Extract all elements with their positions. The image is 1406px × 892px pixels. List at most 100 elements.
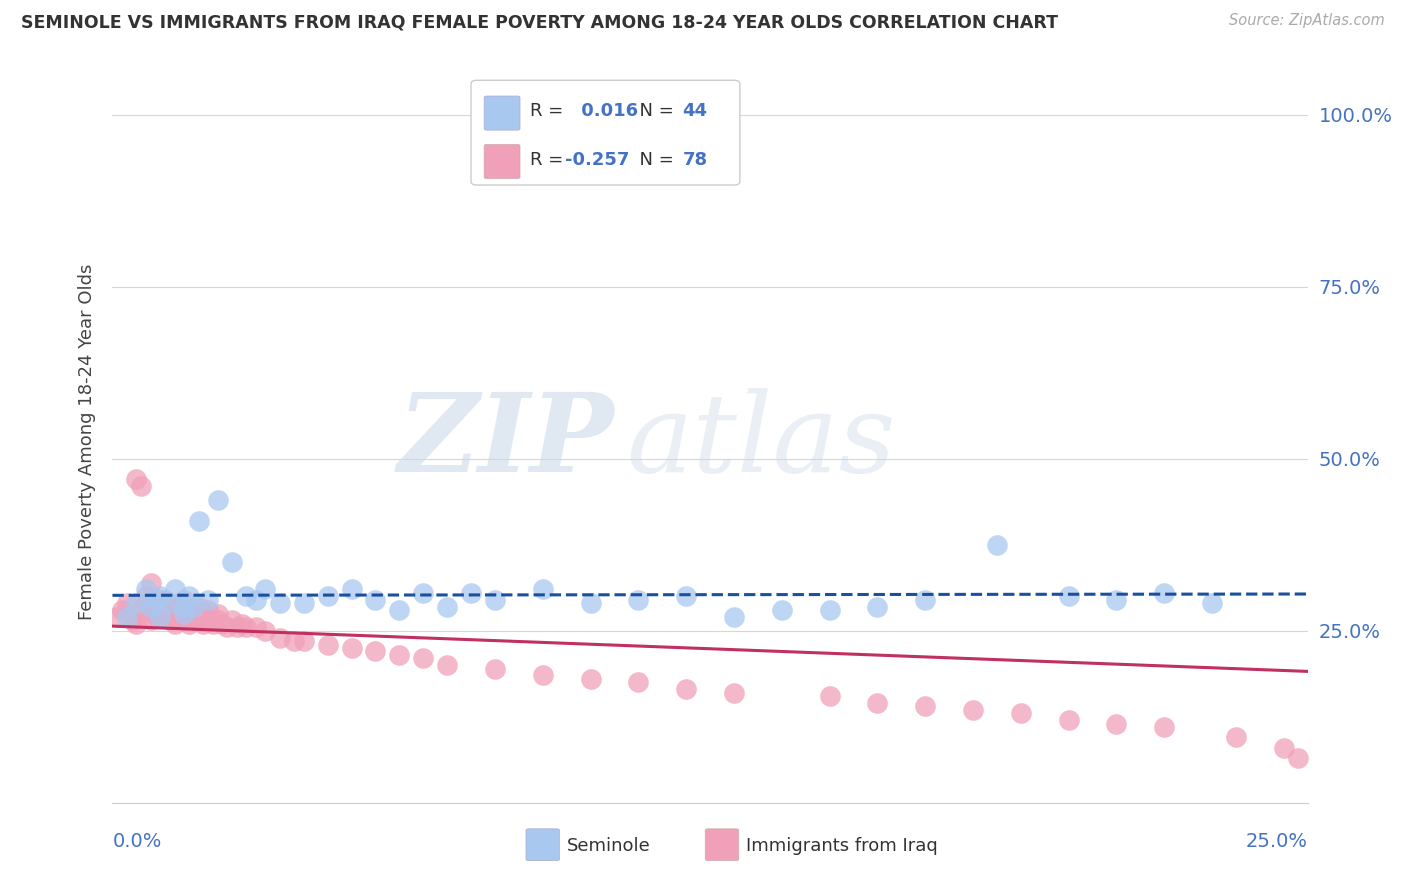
- Point: [1057, 713, 1080, 727]
- Point: [159, 614, 181, 628]
- Point: [159, 599, 181, 614]
- Point: [1010, 706, 1032, 721]
- Point: [177, 590, 200, 604]
- Point: [531, 668, 554, 682]
- Text: Source: ZipAtlas.com: Source: ZipAtlas.com: [1229, 13, 1385, 29]
- Text: 0.0%: 0.0%: [112, 831, 162, 851]
- Point: [962, 703, 984, 717]
- Point: [183, 599, 205, 614]
- Point: [193, 607, 215, 621]
- Point: [818, 603, 841, 617]
- Point: [211, 616, 233, 631]
- Point: [1286, 751, 1309, 765]
- Point: [159, 596, 181, 610]
- FancyBboxPatch shape: [471, 80, 740, 185]
- Point: [316, 638, 339, 652]
- Point: [340, 640, 363, 655]
- Point: [149, 610, 172, 624]
- Point: [201, 616, 224, 631]
- Point: [173, 603, 195, 617]
- Point: [235, 620, 257, 634]
- Point: [163, 610, 186, 624]
- Text: 44: 44: [682, 103, 707, 120]
- Point: [149, 592, 172, 607]
- Point: [177, 610, 200, 624]
- Point: [436, 658, 458, 673]
- Point: [163, 599, 186, 614]
- Point: [129, 603, 152, 617]
- Point: [187, 514, 209, 528]
- FancyBboxPatch shape: [526, 829, 560, 861]
- Point: [1153, 586, 1175, 600]
- Text: N =: N =: [627, 103, 679, 120]
- Point: [436, 599, 458, 614]
- Y-axis label: Female Poverty Among 18-24 Year Olds: Female Poverty Among 18-24 Year Olds: [77, 263, 96, 620]
- Point: [484, 592, 506, 607]
- Point: [183, 614, 205, 628]
- Point: [177, 616, 200, 631]
- Text: 78: 78: [682, 151, 707, 169]
- Point: [145, 592, 167, 607]
- Point: [412, 651, 434, 665]
- Point: [675, 682, 697, 697]
- Text: Immigrants from Iraq: Immigrants from Iraq: [747, 838, 938, 855]
- Point: [818, 689, 841, 703]
- Point: [115, 610, 138, 624]
- Point: [245, 620, 267, 634]
- Point: [139, 599, 162, 614]
- Text: 25.0%: 25.0%: [1246, 831, 1308, 851]
- Point: [914, 699, 936, 714]
- Point: [135, 596, 157, 610]
- Point: [1201, 596, 1223, 610]
- Point: [173, 614, 195, 628]
- Point: [135, 590, 157, 604]
- Point: [866, 599, 889, 614]
- Text: atlas: atlas: [627, 388, 896, 495]
- Point: [149, 610, 172, 624]
- Point: [125, 616, 148, 631]
- Point: [111, 603, 134, 617]
- Text: Seminole: Seminole: [567, 838, 651, 855]
- Point: [125, 596, 148, 610]
- Point: [364, 644, 387, 658]
- Point: [269, 631, 291, 645]
- Point: [1105, 716, 1128, 731]
- Point: [153, 592, 176, 607]
- Point: [388, 648, 411, 662]
- Point: [149, 590, 172, 604]
- Point: [316, 590, 339, 604]
- Point: [115, 596, 138, 610]
- Point: [193, 616, 215, 631]
- Point: [197, 592, 219, 607]
- Point: [197, 603, 219, 617]
- Point: [169, 610, 191, 624]
- FancyBboxPatch shape: [484, 145, 520, 178]
- Point: [235, 590, 257, 604]
- Point: [254, 624, 277, 638]
- Point: [207, 614, 229, 628]
- Point: [231, 616, 253, 631]
- Point: [579, 596, 602, 610]
- Text: -0.257: -0.257: [565, 151, 630, 169]
- FancyBboxPatch shape: [706, 829, 738, 861]
- Point: [254, 582, 277, 597]
- Point: [1057, 590, 1080, 604]
- Point: [460, 586, 482, 600]
- Point: [225, 620, 247, 634]
- Point: [484, 662, 506, 676]
- Point: [135, 610, 157, 624]
- Point: [121, 614, 143, 628]
- Point: [579, 672, 602, 686]
- Point: [245, 592, 267, 607]
- Point: [292, 596, 315, 610]
- Text: R =: R =: [530, 151, 568, 169]
- Point: [531, 582, 554, 597]
- Point: [412, 586, 434, 600]
- Point: [139, 575, 162, 590]
- Point: [723, 610, 745, 624]
- Point: [169, 603, 191, 617]
- Point: [135, 582, 157, 597]
- Point: [627, 675, 650, 690]
- FancyBboxPatch shape: [484, 96, 520, 130]
- Point: [125, 472, 148, 486]
